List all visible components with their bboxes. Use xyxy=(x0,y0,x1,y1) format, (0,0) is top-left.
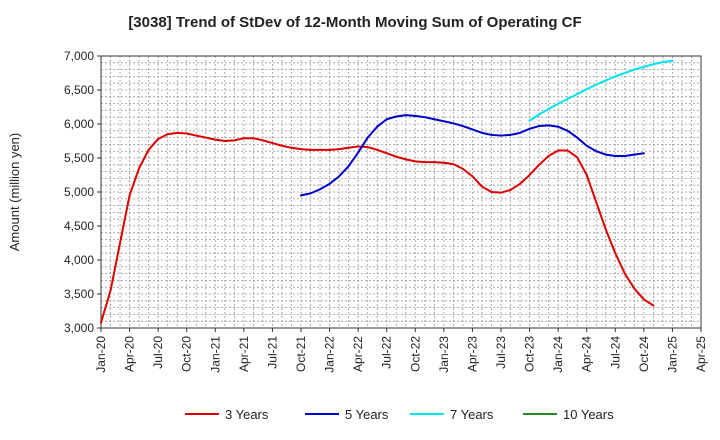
x-tick-label: Oct-23 xyxy=(523,336,537,372)
x-tick-label: Jan-22 xyxy=(323,336,337,373)
y-tick-label: 5,000 xyxy=(64,185,94,199)
legend-label-10-years: 10 Years xyxy=(563,407,614,422)
x-tick-label: Jul-21 xyxy=(265,336,279,369)
x-tick-label: Apr-21 xyxy=(237,336,251,372)
legend-label-7-years: 7 Years xyxy=(450,407,494,422)
legend-label-5-years: 5 Years xyxy=(345,407,389,422)
grid xyxy=(101,56,701,328)
x-tick-label: Apr-25 xyxy=(694,336,708,372)
x-tick-label: Jan-20 xyxy=(94,336,108,373)
x-tick-label: Jan-25 xyxy=(665,336,679,373)
x-tick-label: Jul-22 xyxy=(380,336,394,369)
x-tick-label: Apr-23 xyxy=(465,336,479,372)
y-tick-label: 7,000 xyxy=(64,49,94,63)
x-tick-label: Jul-24 xyxy=(608,336,622,369)
y-tick-label: 3,000 xyxy=(64,321,94,335)
x-tick-label: Oct-22 xyxy=(408,336,422,372)
y-tick-label: 3,500 xyxy=(64,287,94,301)
series-line-7-years xyxy=(528,59,674,122)
y-axis-tick-labels: 3,000 3,500 4,000 4,500 5,000 5,500 6,000 6,500… xyxy=(64,49,101,335)
y-tick-label: 4,500 xyxy=(64,219,94,233)
series-line-3-years xyxy=(100,131,655,324)
x-tick-label: Jan-23 xyxy=(437,336,451,373)
x-axis-tick-labels: Jan-20 Apr-20 Jul-20 Oct-20 Jan-21 Apr-21 Jul-… xyxy=(94,328,708,373)
x-tick-label: Oct-24 xyxy=(637,336,651,372)
x-tick-label: Oct-21 xyxy=(294,336,308,372)
x-tick-label: Apr-20 xyxy=(123,336,137,372)
y-tick-label: 4,000 xyxy=(64,253,94,267)
x-tick-label: Oct-20 xyxy=(180,336,194,372)
x-tick-label: Apr-22 xyxy=(351,336,365,372)
y-axis-label: Amount (million yen) xyxy=(7,133,22,252)
legend-label-3-years: 3 Years xyxy=(225,407,269,422)
y-tick-label: 6,000 xyxy=(64,117,94,131)
y-tick-label: 6,500 xyxy=(64,83,94,97)
x-tick-label: Jan-24 xyxy=(551,336,565,373)
x-tick-label: Jul-20 xyxy=(151,336,165,369)
x-tick-label: Apr-24 xyxy=(580,336,594,372)
series-lines xyxy=(100,59,674,324)
series-line-5-years xyxy=(300,114,645,197)
chart-title: [3038] Trend of StDev of 12-Month Moving… xyxy=(128,14,581,31)
y-tick-label: 5,500 xyxy=(64,151,94,165)
x-tick-label: Jan-21 xyxy=(208,336,222,373)
legend: 3 Years 5 Years 7 Years 10 Years xyxy=(185,407,614,422)
x-tick-label: Jul-23 xyxy=(494,336,508,369)
